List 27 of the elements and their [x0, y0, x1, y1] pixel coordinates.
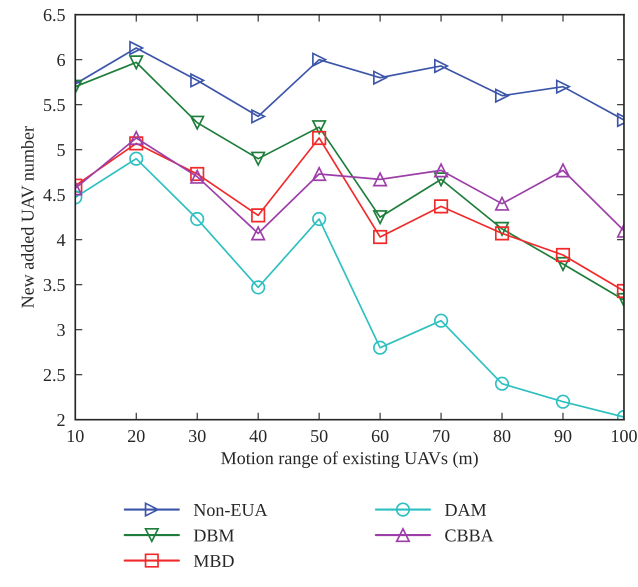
y-axis-title: New added UAV number [21, 126, 34, 308]
x-axis-title: Motion range of existing UAVs (m) [221, 451, 478, 468]
y-tick-label: 5.5 [44, 99, 65, 112]
x-tick-label: 40 [250, 430, 267, 442]
y-tick-label: 6.5 [44, 8, 65, 22]
y-tick-label: 2.5 [44, 369, 65, 382]
legend-label: Non-EUA [194, 504, 268, 516]
x-tick-label: 90 [554, 430, 572, 442]
legend-label: DBM [194, 530, 234, 542]
y-tick-label: 2 [57, 414, 65, 426]
legend-label: DAM [445, 504, 486, 516]
y-tick-label: 4 [56, 234, 66, 246]
y-tick-label: 3.5 [44, 279, 65, 292]
y-tick-label: 6 [57, 54, 66, 66]
x-tick-label: 30 [189, 430, 206, 442]
y-tick-label: 5 [58, 144, 65, 156]
x-tick-label: 70 [433, 430, 450, 442]
x-tick-label: 50 [311, 430, 328, 442]
legend-label: CBBA [445, 529, 494, 542]
x-tick-label: 100 [612, 430, 637, 442]
x-tick-label: 10 [68, 430, 84, 442]
x-tick-label: 80 [494, 430, 510, 442]
x-tick-label: 20 [128, 430, 145, 442]
legend-label: MBD [194, 555, 234, 567]
y-tick-label: 3 [57, 324, 65, 336]
y-tick-label: 4.5 [43, 189, 65, 202]
x-tick-label: 60 [372, 430, 388, 442]
